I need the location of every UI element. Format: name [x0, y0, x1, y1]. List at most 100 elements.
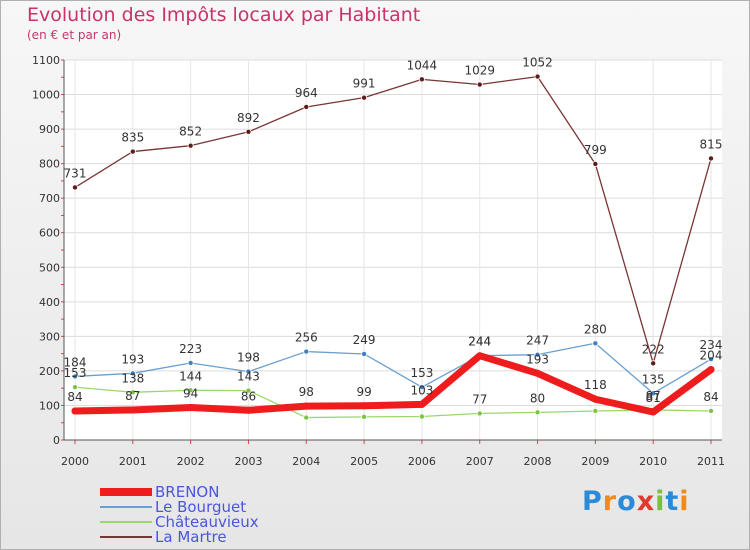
- x-tick-label: 2001: [119, 455, 147, 468]
- logo-letter: i: [679, 486, 690, 517]
- data-point: [708, 407, 715, 414]
- data-point: [476, 352, 484, 360]
- plot-background: [64, 60, 722, 440]
- x-tick-label: 2010: [639, 455, 667, 468]
- data-point: [649, 408, 657, 416]
- data-point: [534, 409, 541, 416]
- data-label: 204: [700, 349, 723, 363]
- x-tick-label: 2005: [350, 455, 378, 468]
- data-point: [418, 76, 425, 83]
- data-point: [71, 407, 79, 415]
- grid-layer: [64, 59, 722, 441]
- data-point: [650, 360, 657, 367]
- data-point: [707, 366, 715, 374]
- data-point: [361, 350, 368, 357]
- data-point: [708, 356, 715, 363]
- data-point: [592, 340, 599, 347]
- y-tick-label: 1000: [32, 89, 60, 102]
- y-tick-label: 500: [39, 261, 60, 274]
- data-point: [72, 384, 79, 391]
- x-tick-label: 2003: [234, 455, 262, 468]
- data-label: 799: [584, 143, 607, 157]
- data-label: 77: [472, 392, 487, 406]
- data-point: [187, 359, 194, 366]
- data-point: [129, 370, 136, 377]
- legend-item: Châteauvieux: [100, 514, 360, 530]
- data-point: [418, 413, 425, 420]
- data-label: 256: [295, 331, 318, 345]
- x-tick-label: 2009: [581, 455, 609, 468]
- y-tick-label: 200: [39, 365, 60, 378]
- axes-layer: 0 100 200 300 400 500 600 700 800 900 1000 1100 2000…: [32, 54, 725, 468]
- y-tick-label: 400: [39, 296, 60, 309]
- data-label: 87: [125, 389, 140, 403]
- y-tick-label: 0: [53, 434, 60, 447]
- data-label: 222: [642, 342, 665, 356]
- data-label: 892: [237, 111, 260, 125]
- x-tick-label: 2000: [61, 455, 89, 468]
- data-label: 249: [353, 333, 376, 347]
- data-label: 247: [526, 334, 549, 348]
- series-layer: [71, 73, 715, 421]
- data-label: 184: [64, 355, 87, 369]
- data-label: 98: [299, 385, 314, 399]
- data-point: [245, 368, 252, 375]
- legend-swatch: [100, 536, 152, 538]
- data-point: [361, 413, 368, 420]
- data-point: [244, 406, 252, 414]
- data-label: 153: [64, 366, 87, 380]
- data-label: 1052: [522, 56, 553, 70]
- data-point: [72, 373, 79, 380]
- y-tick-label: 700: [39, 192, 60, 205]
- data-label: 193: [526, 352, 549, 366]
- data-point: [592, 160, 599, 167]
- data-label-layer: 84 87 94 86 98 99 103 244 193 118 81 204 184 193 223 19…: [64, 56, 723, 407]
- data-point: [418, 400, 426, 408]
- data-label: 835: [121, 131, 144, 145]
- legend-swatch: [100, 506, 152, 508]
- data-point: [245, 128, 252, 135]
- data-point: [650, 390, 657, 397]
- logo-letter: x: [636, 486, 656, 517]
- data-label: 991: [353, 77, 376, 91]
- logo-letter: P: [582, 486, 603, 517]
- data-point: [591, 395, 599, 403]
- x-tick-label: 2002: [177, 455, 205, 468]
- series-line-1: [74, 342, 712, 395]
- logo-letter: t: [665, 486, 680, 517]
- data-point: [534, 369, 542, 377]
- y-tick-label: 1100: [32, 54, 60, 67]
- legend-label: Châteauvieux: [155, 513, 259, 531]
- data-label: 135: [642, 372, 665, 386]
- data-label: 144: [179, 369, 202, 383]
- legend-label: BRENON: [155, 483, 220, 501]
- data-label: 193: [121, 352, 144, 366]
- data-point: [129, 389, 136, 396]
- series-line-3: [74, 75, 712, 364]
- data-point: [245, 387, 252, 394]
- data-label: 1044: [407, 58, 438, 72]
- data-point: [187, 142, 194, 149]
- data-point: [418, 384, 425, 391]
- data-point: [129, 406, 137, 414]
- series-line-2: [74, 386, 712, 419]
- y-tick-label: 800: [39, 158, 60, 171]
- data-label: 964: [295, 86, 318, 100]
- data-label: 84: [703, 390, 718, 404]
- data-label: 815: [700, 137, 723, 151]
- data-label: 118: [584, 378, 607, 392]
- data-label: 86: [241, 389, 256, 403]
- y-tick-label: 900: [39, 123, 60, 136]
- data-label: 84: [67, 390, 82, 404]
- chart-title: Evolution des Impôts locaux par Habitant: [27, 4, 421, 26]
- data-label: 143: [237, 370, 260, 384]
- y-tick-label: 300: [39, 330, 60, 343]
- x-tick-label: 2008: [524, 455, 552, 468]
- proxiti-logo: Proxiti: [582, 486, 690, 517]
- data-point: [302, 402, 310, 410]
- y-tick-label: 600: [39, 227, 60, 240]
- legend-label: La Martre: [155, 528, 227, 546]
- data-point: [476, 81, 483, 88]
- data-point: [534, 73, 541, 80]
- data-point: [476, 410, 483, 417]
